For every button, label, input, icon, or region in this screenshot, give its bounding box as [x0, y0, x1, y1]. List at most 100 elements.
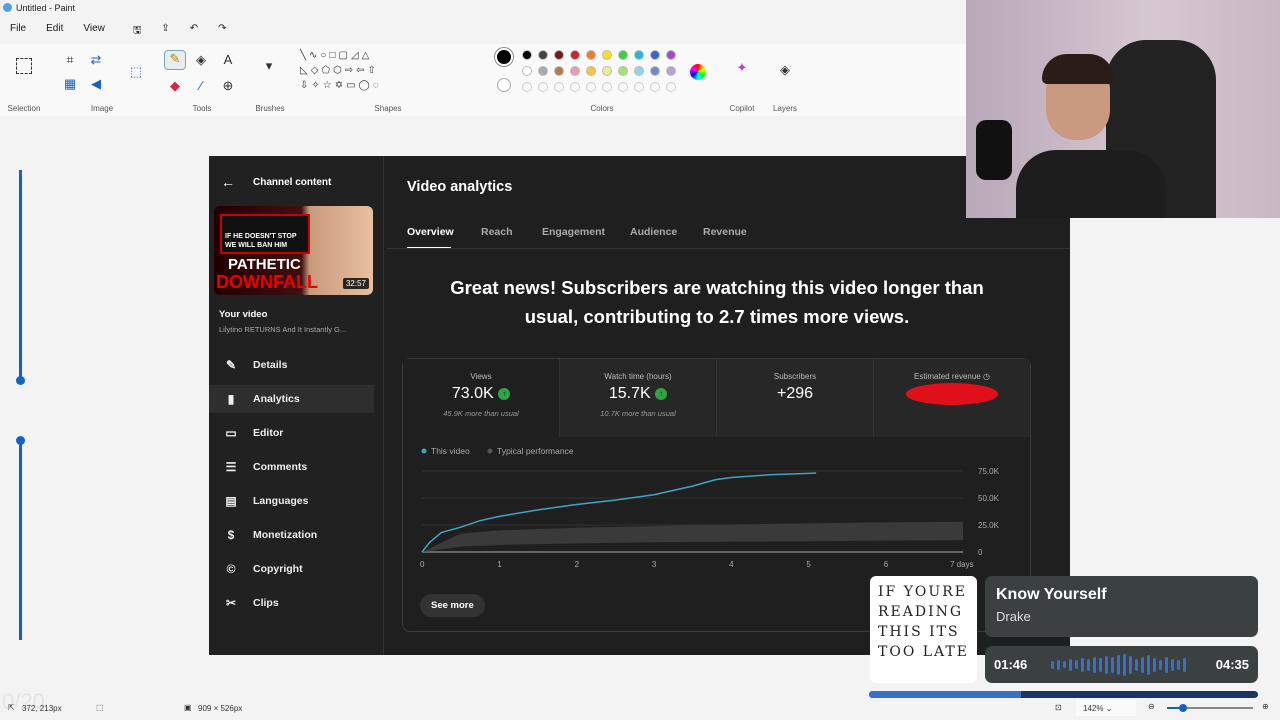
empty-swatch[interactable]: [522, 82, 532, 92]
sidebar-item-details[interactable]: ✎ Details: [219, 351, 374, 379]
menu-view[interactable]: View: [83, 23, 105, 34]
waveform-bar: [1147, 654, 1150, 675]
pencil-icon[interactable]: ✎: [164, 50, 186, 70]
magnifier-icon[interactable]: ⊕: [222, 78, 234, 93]
resize-icon[interactable]: ⇄: [90, 52, 102, 67]
layers-icon[interactable]: ◈: [780, 62, 790, 77]
primary-color[interactable]: [495, 48, 513, 66]
left-slider-2[interactable]: [19, 440, 22, 640]
palette-swatch[interactable]: [554, 66, 564, 76]
image-create-icon[interactable]: ⬚: [129, 64, 143, 79]
stat-subscribers[interactable]: Subscribers +296: [717, 359, 874, 437]
undo-icon[interactable]: ↶: [189, 23, 199, 34]
save-icon[interactable]: 🖫: [132, 25, 142, 36]
shapes-gallery[interactable]: ╲∿○□▢◿△ ◺◇⬠⬡⇨⇦⇧ ⇩✧☆✡▭◯◌: [300, 50, 382, 91]
stat-views[interactable]: Views 73.0K ↑ 45.9K more than usual: [403, 359, 560, 437]
palette-swatch[interactable]: [586, 50, 596, 60]
zoom-value: 142%: [1083, 704, 1104, 713]
palette-swatch[interactable]: [634, 66, 644, 76]
fill-icon[interactable]: ◈: [196, 52, 206, 67]
edit-colors-icon[interactable]: [690, 64, 706, 80]
menu-edit[interactable]: Edit: [46, 23, 64, 34]
palette-swatch[interactable]: [570, 66, 580, 76]
text-icon[interactable]: A: [223, 52, 233, 67]
sidebar-item-languages[interactable]: ▤ Languages: [219, 487, 374, 515]
stat-watch-time[interactable]: Watch time (hours) 15.7K ↑ 10.7K more than…: [560, 359, 717, 437]
tab-revenue[interactable]: Revenue: [703, 226, 747, 238]
palette-swatch[interactable]: [554, 50, 564, 60]
palette-swatch[interactable]: [586, 66, 596, 76]
see-more-button[interactable]: See more: [420, 594, 485, 617]
brush-icon[interactable]: ▾: [265, 58, 273, 73]
channel-content-link[interactable]: Channel content: [253, 177, 332, 188]
sidebar-item-copyright[interactable]: © Copyright: [219, 555, 374, 583]
thumb-text-1: IF HE DOESN'T STOP: [225, 233, 297, 240]
palette-swatch[interactable]: [538, 50, 548, 60]
video-thumbnail[interactable]: IF HE DOESN'T STOP WE WILL BAN HIM PATHET…: [214, 206, 373, 295]
zoom-in-icon[interactable]: ⊕: [1262, 702, 1269, 711]
menu-file[interactable]: File: [10, 23, 27, 34]
tabs-divider: [387, 248, 1070, 249]
palette-swatch[interactable]: [602, 50, 612, 60]
redo-icon[interactable]: ↷: [218, 23, 227, 34]
song-progress-bar[interactable]: [869, 691, 1258, 698]
video-title[interactable]: Lilytino RETURNS And It Instantly G...: [219, 325, 347, 334]
sidebar-item-monetization[interactable]: $ Monetization: [219, 521, 374, 549]
palette-swatch[interactable]: [618, 50, 628, 60]
empty-swatch[interactable]: [602, 82, 612, 92]
zoom-out-icon[interactable]: ⊖: [1148, 702, 1155, 711]
stat-value: +296: [776, 385, 814, 402]
left-slider-1[interactable]: [19, 170, 22, 380]
tab-overview[interactable]: Overview: [407, 226, 454, 238]
flip-icon[interactable]: ◀: [91, 76, 101, 91]
palette-swatch[interactable]: [666, 50, 676, 60]
empty-swatch[interactable]: [634, 82, 644, 92]
empty-swatch[interactable]: [538, 82, 548, 92]
selection-icon[interactable]: [16, 58, 32, 74]
empty-swatch[interactable]: [618, 82, 628, 92]
select-all-icon[interactable]: ▦: [63, 76, 77, 91]
zoom-slider-thumb[interactable]: [1179, 704, 1187, 712]
zoom-slider[interactable]: [1167, 707, 1253, 709]
back-arrow-icon[interactable]: ←: [221, 174, 235, 190]
palette-swatch[interactable]: [618, 66, 628, 76]
canvas-image[interactable]: ← Channel content IF HE DOESN'T STOP WE W…: [209, 156, 1070, 655]
palette-swatch[interactable]: [602, 66, 612, 76]
tab-reach[interactable]: Reach: [481, 226, 513, 238]
palette-swatch[interactable]: [522, 66, 532, 76]
zoom-select[interactable]: 142% ⌄: [1076, 700, 1136, 716]
empty-swatch[interactable]: [554, 82, 564, 92]
group-shapes-label: Shapes: [374, 104, 402, 113]
palette-swatch[interactable]: [666, 66, 676, 76]
slider-thumb-2[interactable]: [16, 436, 25, 445]
slider-thumb-1[interactable]: [16, 376, 25, 385]
empty-swatch[interactable]: [570, 82, 580, 92]
sidebar-item-editor[interactable]: ▭ Editor: [219, 419, 374, 447]
palette-swatch[interactable]: [650, 50, 660, 60]
share-icon[interactable]: ⇪: [161, 23, 170, 34]
crop-icon[interactable]: ⌗: [66, 52, 74, 67]
sidebar-item-comments[interactable]: ☰ Comments: [219, 453, 374, 481]
empty-swatch[interactable]: [586, 82, 596, 92]
copilot-icon[interactable]: ✦: [736, 60, 748, 75]
cover-text: IF YOURE READING THIS ITS TOO LATE: [878, 584, 969, 660]
palette-swatch[interactable]: [634, 50, 644, 60]
empty-swatch[interactable]: [666, 82, 676, 92]
secondary-color[interactable]: [497, 78, 511, 92]
empty-swatch[interactable]: [650, 82, 660, 92]
palette-swatch[interactable]: [522, 50, 532, 60]
stat-label: Views: [470, 372, 492, 381]
stat-revenue[interactable]: Estimated revenue ◷: [874, 359, 1030, 437]
color-picker-icon[interactable]: ⁄: [199, 78, 203, 93]
palette-swatch[interactable]: [650, 66, 660, 76]
eraser-icon[interactable]: ◆: [170, 78, 180, 93]
sidebar-item-analytics[interactable]: ▮ Analytics: [209, 385, 374, 413]
waveform-bar: [1087, 658, 1090, 671]
palette-swatch[interactable]: [538, 66, 548, 76]
palette-swatch[interactable]: [570, 50, 580, 60]
tab-audience[interactable]: Audience: [630, 226, 678, 238]
tab-engagement[interactable]: Engagement: [542, 226, 606, 238]
fit-to-window-icon[interactable]: ⊡: [1055, 703, 1062, 712]
sidebar-item-clips[interactable]: ✂ Clips: [219, 589, 374, 617]
waveform-bar: [1069, 658, 1072, 671]
